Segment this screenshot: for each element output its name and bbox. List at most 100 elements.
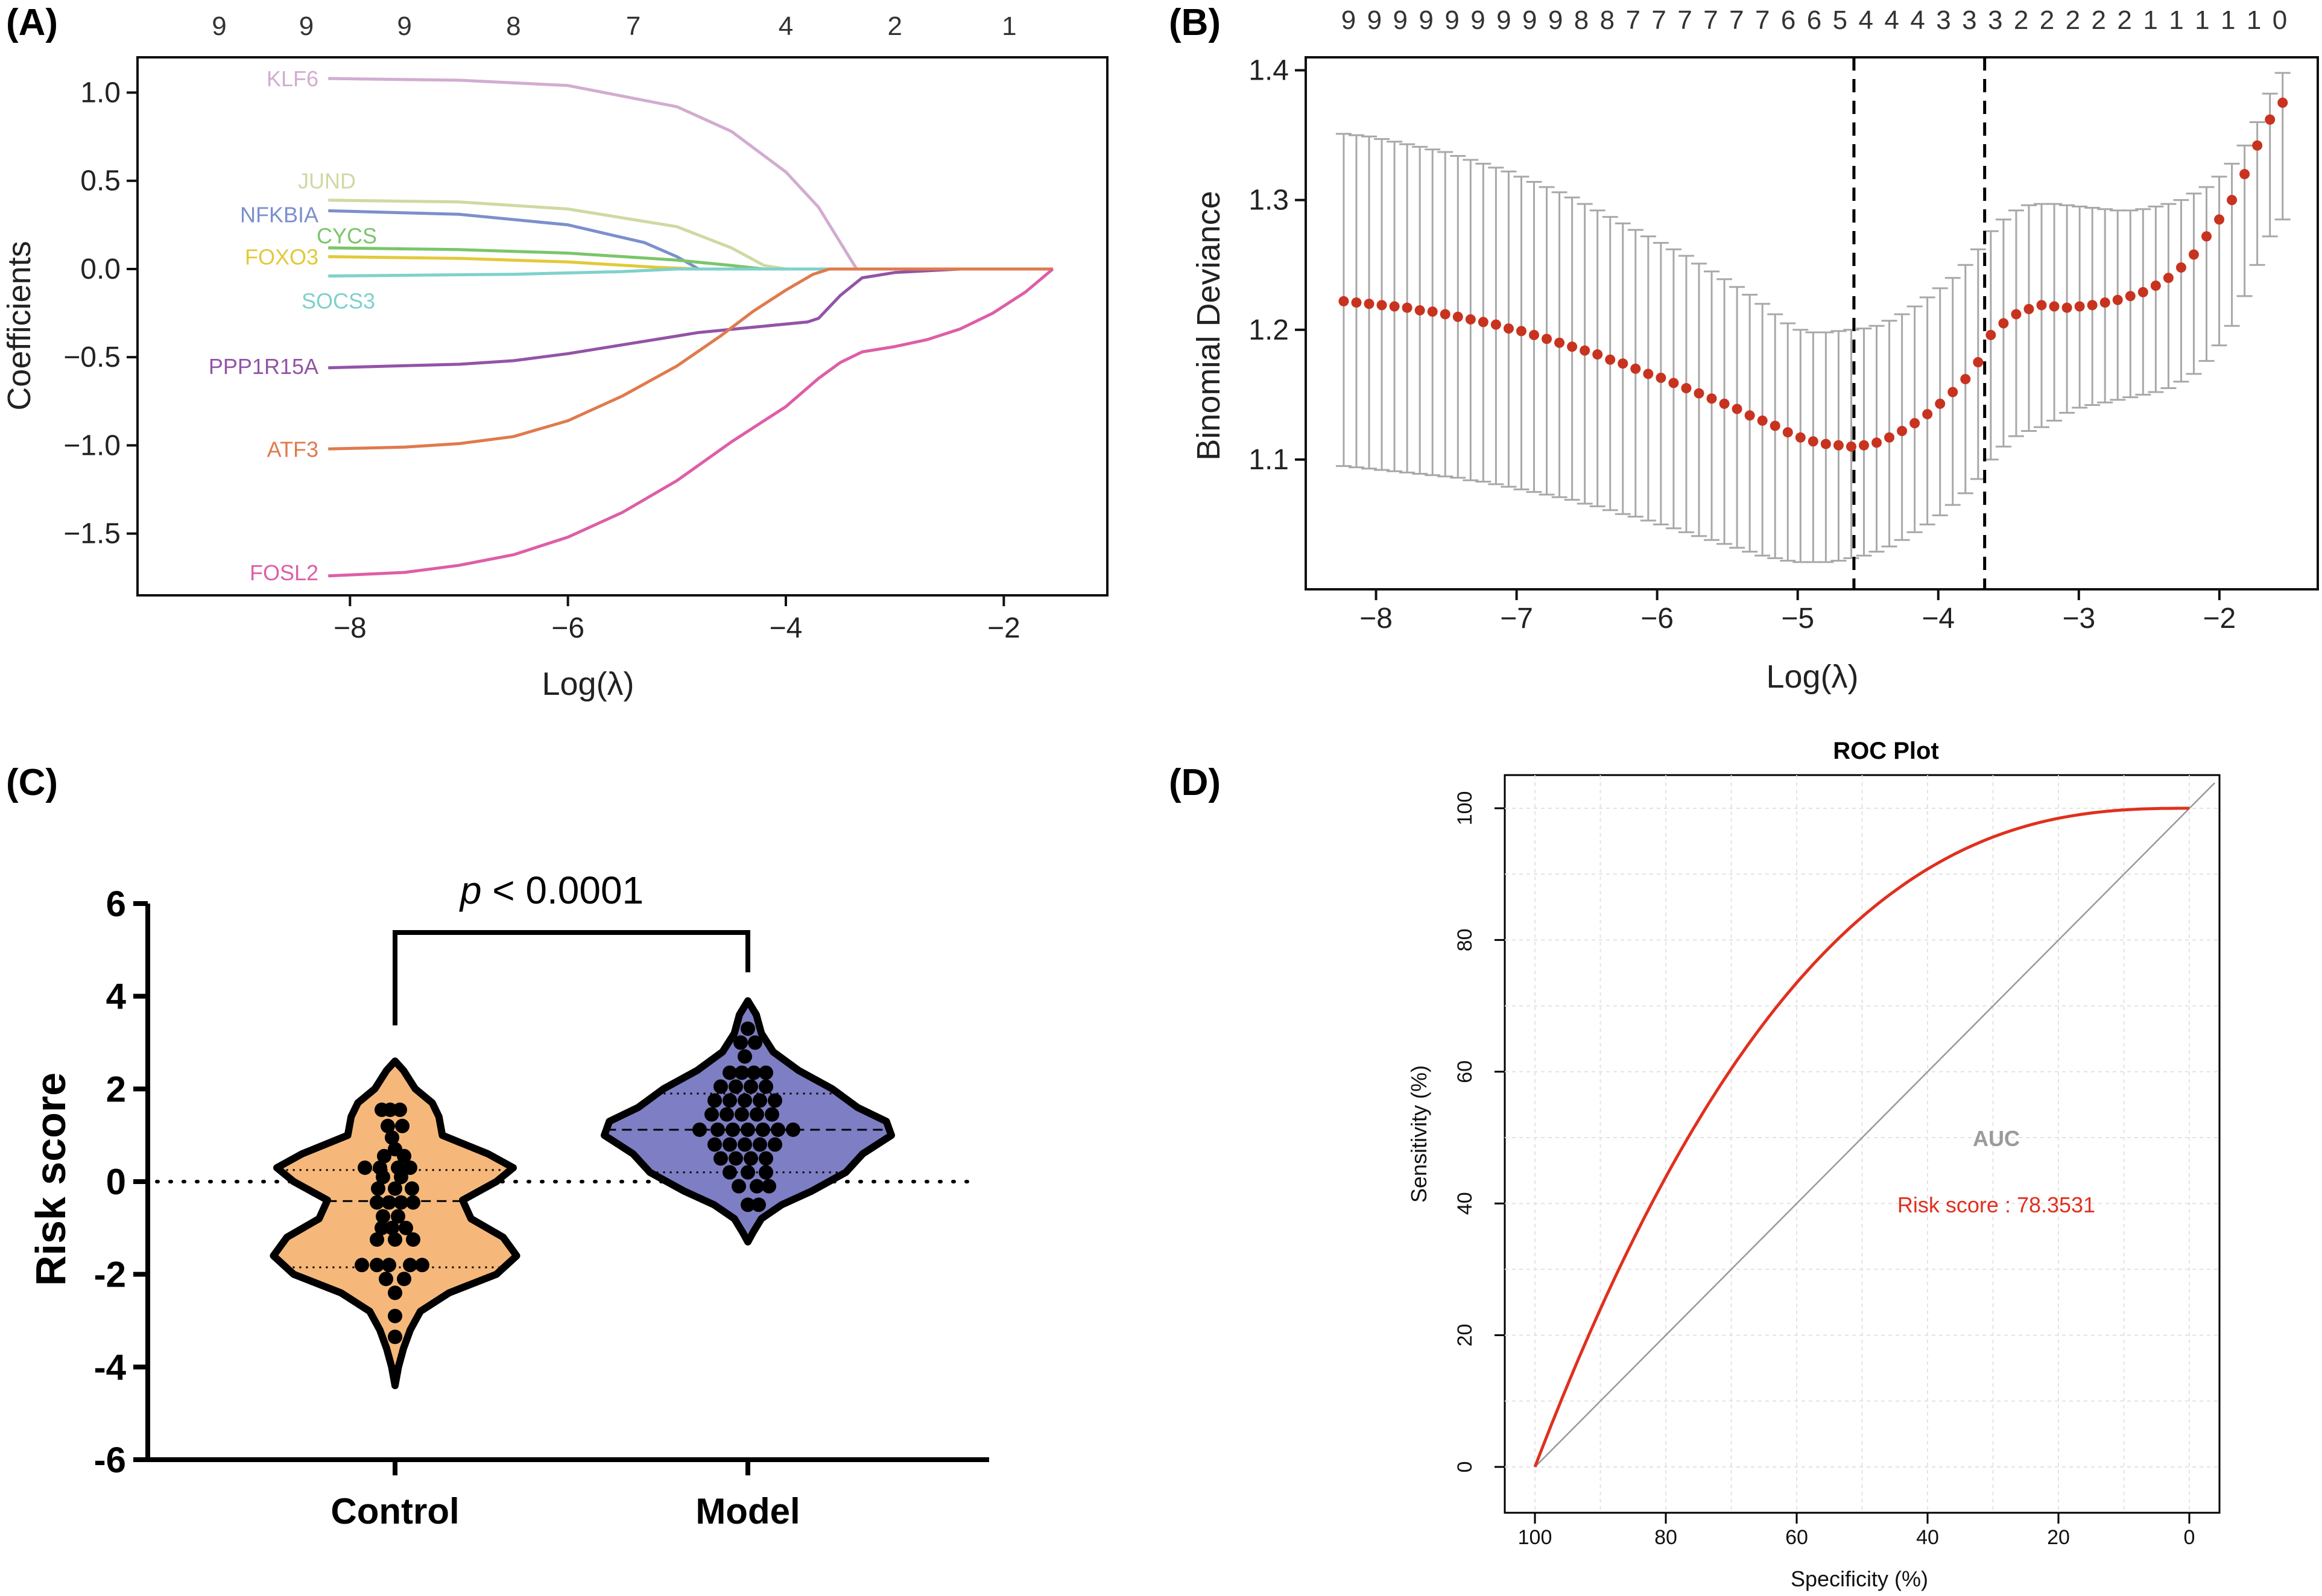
panel-b-point bbox=[1542, 334, 1552, 344]
panel-b-point bbox=[2252, 140, 2263, 151]
panel-c-point-model bbox=[735, 1107, 749, 1122]
panel-c-point-control bbox=[388, 1285, 402, 1300]
panel-a-top-tick-label: 9 bbox=[299, 11, 314, 41]
panel-b-top-tick-label: 1 bbox=[2169, 5, 2183, 35]
panel-b-point bbox=[1782, 427, 1793, 438]
panel-c-point-model bbox=[723, 1065, 737, 1080]
panel-c-point-control bbox=[381, 1118, 395, 1133]
panel-a-coefficient-paths bbox=[328, 77, 1054, 578]
panel-b-point bbox=[1846, 441, 1856, 452]
panel-c-point-model bbox=[750, 1179, 764, 1194]
panel-b-point bbox=[1706, 393, 1717, 404]
panel-b-top-tick-label: 1 bbox=[2247, 5, 2261, 35]
panel-b-point bbox=[1465, 314, 1476, 325]
panel-b-point bbox=[1820, 439, 1831, 449]
panel-b-top-tick-label: 2 bbox=[2014, 5, 2028, 35]
panel-a-top-tick-label: 1 bbox=[1002, 11, 1016, 41]
panel-d-y-axis-label: Sensitivity (%) bbox=[1406, 1065, 1431, 1203]
panel-c-point-control bbox=[395, 1118, 410, 1133]
panel-c-point-model bbox=[692, 1122, 707, 1137]
panel-a-gene-label-socs3: SOCS3 bbox=[302, 289, 375, 314]
panel-b-point bbox=[1402, 302, 1412, 313]
panel-c-category-label: Model bbox=[695, 1491, 800, 1531]
panel-b-y-tick-label: 1.1 bbox=[1248, 444, 1289, 476]
panel-b-top-tick-label: 0 bbox=[2273, 5, 2287, 35]
panel-a-top-tick-label: 9 bbox=[397, 11, 411, 41]
panel-b-point bbox=[1376, 300, 1387, 311]
panel-a-path-atf3 bbox=[328, 267, 1053, 451]
panel-c-point-model bbox=[713, 1151, 728, 1166]
panel-b-point bbox=[1554, 337, 1565, 348]
panel-b-point bbox=[2175, 262, 2186, 273]
panel-c-point-model bbox=[753, 1093, 767, 1108]
panel-c-y-tick-label: 4 bbox=[106, 977, 127, 1017]
panel-b-y-tick-label: 1.4 bbox=[1248, 55, 1289, 87]
panel-b-top-tick-label: 7 bbox=[1651, 5, 1666, 35]
panel-c: (C) 6 4 2 0 -2 -4 -6 Control Model p < 0.0001 R… bbox=[6, 762, 989, 1531]
panel-c-y-axis: 6 4 2 0 -2 -4 -6 bbox=[94, 884, 148, 1480]
panel-c-point-model bbox=[707, 1137, 722, 1152]
panel-b-point bbox=[2023, 303, 2034, 314]
panel-c-point-model bbox=[707, 1093, 722, 1108]
panel-a-top-tick-label: 9 bbox=[212, 11, 226, 41]
panel-b-point bbox=[1338, 296, 1349, 306]
panel-c-point-model bbox=[751, 1197, 766, 1212]
panel-c-point-model bbox=[720, 1107, 734, 1122]
panel-b-top-tick-label: 9 bbox=[1470, 5, 1485, 35]
panel-c-point-control bbox=[388, 1308, 402, 1323]
panel-d-x-tick-label: 0 bbox=[2184, 1526, 2195, 1549]
panel-b-point bbox=[1947, 387, 1958, 397]
panel-b-point bbox=[2227, 195, 2238, 206]
panel-c-point-control bbox=[358, 1160, 372, 1175]
panel-b-lambda-lines bbox=[1852, 57, 1987, 589]
panel-b-point bbox=[1668, 378, 1679, 388]
panel-c-point-control bbox=[393, 1102, 407, 1117]
panel-c-point-model bbox=[771, 1122, 785, 1137]
panel-c-point-model bbox=[759, 1079, 773, 1094]
panel-b-top-tick-label: 6 bbox=[1781, 5, 1795, 35]
panel-d-title: ROC Plot bbox=[1833, 738, 1939, 764]
panel-b-x-tick-label: −4 bbox=[1922, 603, 1955, 635]
panel-b-top-tick-label: 8 bbox=[1574, 5, 1589, 35]
panel-b-point bbox=[1503, 323, 1514, 334]
panel-c-point-model bbox=[735, 1065, 749, 1080]
panel-a-top-tick-label: 2 bbox=[887, 11, 902, 41]
panel-b-point bbox=[1516, 326, 1526, 337]
panel-a-path-klf6 bbox=[328, 77, 1053, 271]
panel-b-point bbox=[2265, 114, 2276, 125]
panel-a-y-axis: 1.0 0.5 0.0 −0.5 −1.0 −1.5 bbox=[63, 77, 138, 550]
panel-c-point-model bbox=[744, 1151, 758, 1166]
panel-b-y-tick-label: 1.3 bbox=[1248, 185, 1289, 217]
panel-c-point-control bbox=[397, 1271, 411, 1287]
panel-c-point-model bbox=[741, 1165, 755, 1180]
panel-c-category-label: Control bbox=[331, 1491, 459, 1531]
panel-b-point bbox=[1528, 329, 1539, 340]
panel-b-top-tick-label: 4 bbox=[1910, 5, 1925, 35]
panel-b-top-tick-label: 9 bbox=[1419, 5, 1433, 35]
panel-b-top-tick-label: 3 bbox=[1962, 5, 1976, 35]
panel-b-point bbox=[1985, 329, 1996, 340]
panel-c-p-value-symbol: p bbox=[459, 869, 482, 912]
panel-b-point bbox=[1858, 440, 1869, 451]
panel-c-p-value: p < 0.0001 bbox=[459, 869, 644, 912]
panel-b-top-tick-label: 1 bbox=[2195, 5, 2209, 35]
panel-c-point-model bbox=[765, 1107, 779, 1122]
panel-b-point bbox=[1592, 349, 1603, 360]
panel-c-point-model bbox=[729, 1079, 743, 1094]
panel-c-point-model bbox=[744, 1079, 758, 1094]
panel-b-point bbox=[1452, 311, 1463, 322]
panel-b-point bbox=[1351, 297, 1362, 308]
panel-b-deviance-points bbox=[1338, 97, 2288, 452]
panel-b-error-bars bbox=[1335, 72, 2291, 563]
panel-a-gene-label-atf3: ATF3 bbox=[267, 437, 318, 461]
panel-a-gene-label-ppp1r15a: PPP1R15A bbox=[209, 354, 318, 379]
panel-b-x-axis-label: Log(λ) bbox=[1766, 659, 1858, 695]
panel-b-point bbox=[1490, 319, 1501, 330]
panel-c-point-model bbox=[738, 1137, 752, 1152]
panel-b-top-tick-label: 9 bbox=[1522, 5, 1537, 35]
panel-b-x-tick-label: −5 bbox=[1781, 603, 1814, 635]
panel-c-p-value-text: < 0.0001 bbox=[481, 869, 644, 912]
panel-c-point-control bbox=[379, 1271, 393, 1287]
panel-c-significance-bracket bbox=[393, 930, 750, 1025]
